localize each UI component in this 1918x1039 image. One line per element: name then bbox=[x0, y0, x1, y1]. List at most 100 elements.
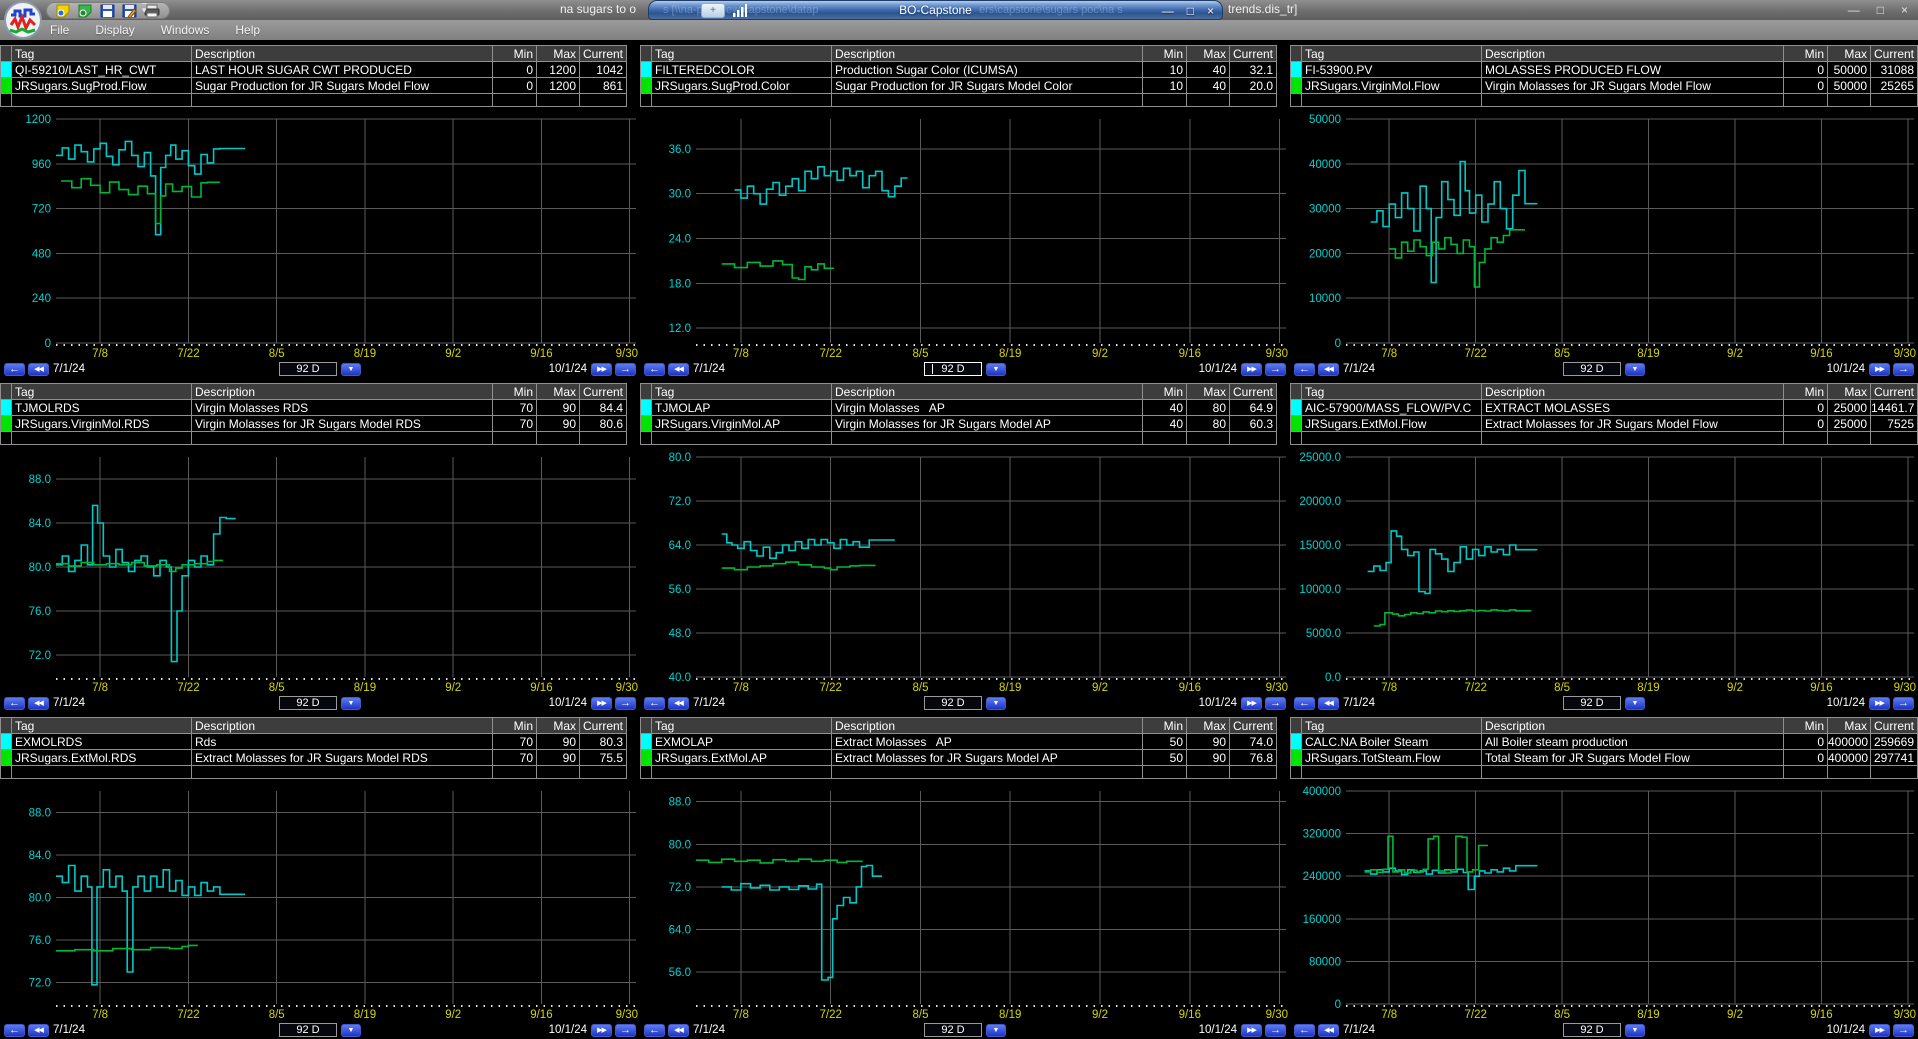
scroll-left-button[interactable]: ← bbox=[644, 1023, 665, 1037]
duration-dropdown-button[interactable]: ▼ bbox=[1625, 1023, 1645, 1037]
page-right-button[interactable]: ▶▶ bbox=[1869, 362, 1890, 376]
page-right-button[interactable]: ▶▶ bbox=[1241, 1023, 1262, 1037]
duration-input[interactable]: 92 D bbox=[1563, 362, 1621, 376]
page-left-button[interactable]: ◀◀ bbox=[1318, 1023, 1339, 1037]
page-left-button[interactable]: ◀◀ bbox=[28, 696, 49, 710]
page-left-button[interactable]: ◀◀ bbox=[668, 1023, 689, 1037]
scroll-left-button[interactable]: ← bbox=[1294, 1023, 1315, 1037]
trend-chart[interactable]: 88.0 80.0 72.0 64.0 56.0 7/8 7/22 8/5 8/19 9/2 9/1… bbox=[640, 779, 1290, 1021]
trend-chart[interactable]: 80.0 72.0 64.0 56.0 48.0 40.0 7/8 7/22 8/5 8/19 9/… bbox=[640, 445, 1290, 694]
toolbar-overflow-icon[interactable]: ▾ bbox=[142, 3, 147, 15]
duration-input[interactable]: 92 D bbox=[279, 1023, 337, 1037]
tag-row[interactable]: EXMOLAP Extract Molasses AP 50 90 74.0 bbox=[640, 733, 1277, 750]
duration-dropdown-button[interactable]: ▼ bbox=[341, 362, 361, 376]
tag-row[interactable]: JRSugars.ExtMol.RDS Extract Molasses for … bbox=[0, 749, 627, 766]
tag-row[interactable]: QI-59210/LAST_HR_CWT LAST HOUR SUGAR CWT … bbox=[0, 61, 627, 78]
minimize-button[interactable]: — bbox=[1847, 3, 1860, 17]
scroll-right-button[interactable]: → bbox=[1893, 696, 1914, 710]
trend-chart[interactable]: 400000 320000 240000 160000 80000 0 7/8 7/22 8/5… bbox=[1290, 779, 1918, 1021]
trend-chart[interactable]: 88.0 84.0 80.0 76.0 72.0 7/8 7/22 8/5 8/19 9/2 9/1… bbox=[0, 445, 640, 694]
tag-row[interactable]: AIC-57900/MASS_FLOW/PV.C EXTRACT MOLASSES… bbox=[1290, 399, 1918, 416]
duration-dropdown-button[interactable]: ▼ bbox=[1625, 696, 1645, 710]
duration-input[interactable]: 92 D bbox=[924, 696, 982, 710]
scroll-right-button[interactable]: → bbox=[615, 1023, 636, 1037]
tag-row[interactable]: JRSugars.VirginMol.AP Virgin Molasses for… bbox=[640, 415, 1277, 432]
duration-dropdown-button[interactable]: ▼ bbox=[986, 696, 1006, 710]
tag-row[interactable]: TJMOLAP Virgin Molasses AP 40 80 64.9 bbox=[640, 399, 1277, 416]
menu-display[interactable]: Display bbox=[95, 23, 135, 37]
duration-dropdown-button[interactable]: ▼ bbox=[1625, 362, 1645, 376]
duration-dropdown-button[interactable]: ▼ bbox=[986, 362, 1006, 376]
titlebar-tool-button[interactable]: + bbox=[701, 3, 725, 18]
page-right-button[interactable]: ▶▶ bbox=[591, 362, 612, 376]
tag-row[interactable]: EXMOLRDS Rds 70 90 80.3 bbox=[0, 733, 627, 750]
print-icon[interactable] bbox=[144, 4, 160, 18]
page-right-button[interactable]: ▶▶ bbox=[1869, 696, 1890, 710]
duration-input[interactable]: 92 D bbox=[1563, 1023, 1621, 1037]
duration-dropdown-button[interactable]: ▼ bbox=[341, 1023, 361, 1037]
child-restore-button[interactable]: □ bbox=[1186, 4, 1194, 18]
trend-chart[interactable]: 25000.0 20000.0 15000.0 10000.0 5000.0 0.0 7/8… bbox=[1290, 445, 1918, 694]
scroll-left-button[interactable]: ← bbox=[4, 362, 25, 376]
scroll-left-button[interactable]: ← bbox=[644, 696, 665, 710]
duration-input[interactable]: 92 D bbox=[279, 696, 337, 710]
scroll-left-button[interactable]: ← bbox=[1294, 696, 1315, 710]
page-left-button[interactable]: ◀◀ bbox=[28, 1023, 49, 1037]
duration-input[interactable]: 92 D bbox=[924, 1023, 982, 1037]
page-left-button[interactable]: ◀◀ bbox=[1318, 696, 1339, 710]
save-icon[interactable] bbox=[100, 4, 115, 18]
page-left-button[interactable]: ◀◀ bbox=[1318, 362, 1339, 376]
scroll-right-button[interactable]: → bbox=[615, 362, 636, 376]
scroll-right-button[interactable]: → bbox=[1265, 1023, 1286, 1037]
duration-input[interactable]: 92 D bbox=[279, 362, 337, 376]
child-close-button[interactable]: × bbox=[1206, 4, 1214, 18]
duration-input[interactable]: 92 D bbox=[924, 362, 982, 376]
tag-row[interactable]: CALC.NA Boiler Steam All Boiler steam pro… bbox=[1290, 733, 1918, 750]
restore-button[interactable]: □ bbox=[1876, 3, 1884, 17]
tag-yellow-icon[interactable] bbox=[56, 4, 71, 18]
scroll-left-button[interactable]: ← bbox=[1294, 362, 1315, 376]
page-right-button[interactable]: ▶▶ bbox=[591, 696, 612, 710]
page-right-button[interactable]: ▶▶ bbox=[1241, 696, 1262, 710]
tag-row[interactable]: TJMOLRDS Virgin Molasses RDS 70 90 84.4 bbox=[0, 399, 627, 416]
menu-file[interactable]: File bbox=[50, 23, 70, 37]
tag-row[interactable]: JRSugars.VirginMol.RDS Virgin Molasses fo… bbox=[0, 415, 627, 432]
page-left-button[interactable]: ◀◀ bbox=[668, 696, 689, 710]
scroll-left-button[interactable]: ← bbox=[4, 1023, 25, 1037]
scroll-left-button[interactable]: ← bbox=[4, 696, 25, 710]
tag-row[interactable]: FILTEREDCOLOR Production Sugar Color (ICU… bbox=[640, 61, 1277, 78]
tag-row[interactable]: FI-53900.PV MOLASSES PRODUCED FLOW 0 50000 3… bbox=[1290, 61, 1918, 78]
close-button[interactable]: × bbox=[1900, 3, 1908, 17]
menu-windows[interactable]: Windows bbox=[160, 23, 210, 37]
tag-row[interactable]: JRSugars.SugProd.Color Sugar Production f… bbox=[640, 77, 1277, 94]
tag-row[interactable]: JRSugars.ExtMol.AP Extract Molasses for J… bbox=[640, 749, 1277, 766]
page-left-button[interactable]: ◀◀ bbox=[668, 362, 689, 376]
scroll-right-button[interactable]: → bbox=[1265, 696, 1286, 710]
page-right-button[interactable]: ▶▶ bbox=[1241, 362, 1262, 376]
page-left-button[interactable]: ◀◀ bbox=[28, 362, 49, 376]
scroll-right-button[interactable]: → bbox=[615, 696, 636, 710]
trend-chart[interactable]: 88.0 84.0 80.0 76.0 72.0 7/8 7/22 8/5 8/19 9/2 9/1… bbox=[0, 779, 640, 1021]
page-right-button[interactable]: ▶▶ bbox=[1869, 1023, 1890, 1037]
child-window-titlebar[interactable]: s [\\na-parcview\capstone\datap ers\caps… bbox=[648, 0, 1223, 20]
scroll-right-button[interactable]: → bbox=[1265, 362, 1286, 376]
trend-chart[interactable]: 36.0 30.0 24.0 18.0 12.0 7/8 7/22 8/5 8/19 9/2 9/1… bbox=[640, 107, 1290, 360]
tag-row[interactable]: JRSugars.TotSteam.Flow Total Steam for JR… bbox=[1290, 749, 1918, 766]
scroll-right-button[interactable]: → bbox=[1893, 1023, 1914, 1037]
tag-green-icon[interactable] bbox=[78, 4, 93, 18]
save-edit-icon[interactable] bbox=[122, 4, 137, 18]
page-right-button[interactable]: ▶▶ bbox=[591, 1023, 612, 1037]
app-logo-icon[interactable] bbox=[4, 1, 42, 39]
child-minimize-button[interactable]: — bbox=[1161, 4, 1174, 18]
menu-help[interactable]: Help bbox=[235, 23, 261, 37]
tag-row[interactable]: JRSugars.SugProd.Flow Sugar Production fo… bbox=[0, 77, 627, 94]
duration-input[interactable]: 92 D bbox=[1563, 696, 1621, 710]
tag-row[interactable]: JRSugars.VirginMol.Flow Virgin Molasses f… bbox=[1290, 77, 1918, 94]
scroll-left-button[interactable]: ← bbox=[644, 362, 665, 376]
tag-row[interactable]: JRSugars.ExtMol.Flow Extract Molasses for… bbox=[1290, 415, 1918, 432]
duration-dropdown-button[interactable]: ▼ bbox=[986, 1023, 1006, 1037]
duration-dropdown-button[interactable]: ▼ bbox=[341, 696, 361, 710]
trend-chart[interactable]: 1200 960 720 480 240 0 7/8 7/22 8/5 8/19 9/2 9/16 9/… bbox=[0, 107, 640, 360]
scroll-right-button[interactable]: → bbox=[1893, 362, 1914, 376]
trend-chart[interactable]: 50000 40000 30000 20000 10000 0 7/8 7/22 8/5 8/19… bbox=[1290, 107, 1918, 360]
